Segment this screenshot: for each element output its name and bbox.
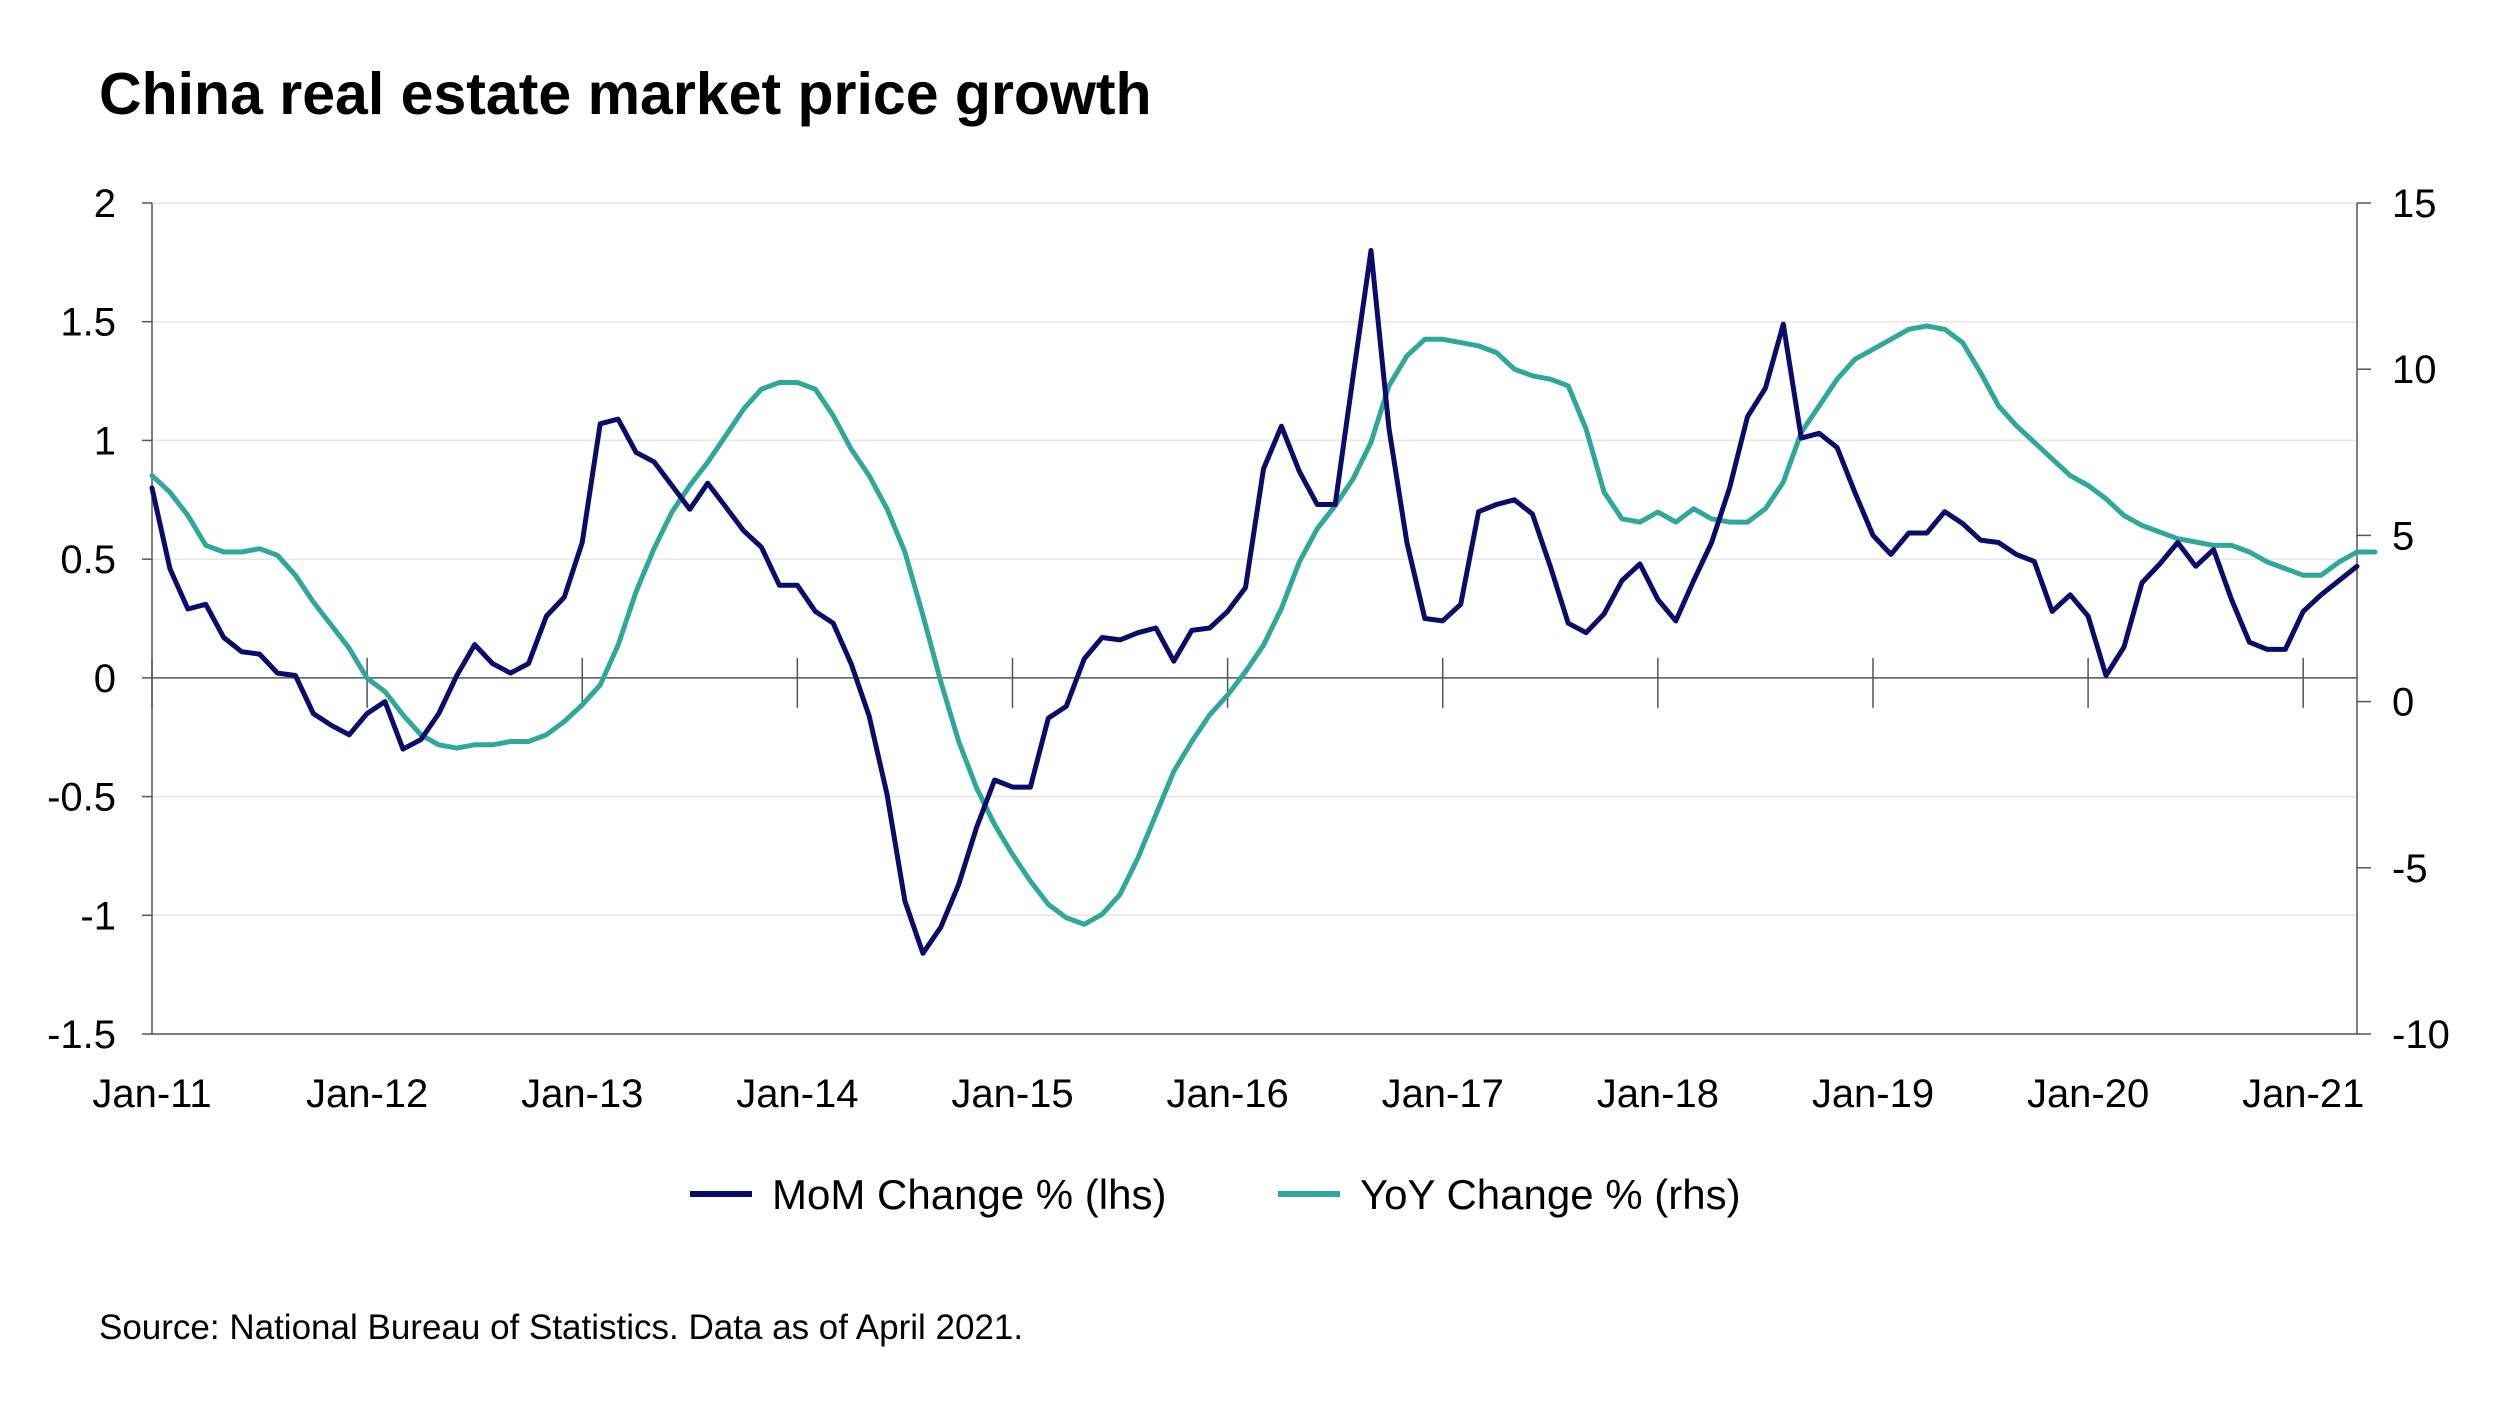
y-left-tick-label: 1.5 xyxy=(60,301,116,345)
legend-label: MoM Change % (lhs) xyxy=(772,1171,1166,1218)
y-right-tick-label: 0 xyxy=(2392,681,2414,725)
yoy-series-line xyxy=(149,323,2378,927)
gridlines xyxy=(152,202,2357,1035)
y-left-tick-label: 0 xyxy=(94,657,116,701)
x-tick-label: Jan-21 xyxy=(2242,1072,2364,1116)
x-tick-label: Jan-17 xyxy=(1382,1072,1504,1116)
y-right-tick-label: 5 xyxy=(2392,514,2414,558)
axes: 2 1.5 1 0.5 0 -0.5 -1 -1.5 15 10 5 0 -5 -10 Jan-11 Jan-… xyxy=(47,182,2450,1116)
y-left-tick-label: 2 xyxy=(94,182,116,226)
chart-title: China real estate market price growth xyxy=(99,61,1152,127)
x-tick-label: Jan-11 xyxy=(92,1072,211,1116)
y-left-tick-label: 1 xyxy=(94,419,116,463)
mom-series-line xyxy=(149,248,2360,956)
x-tick-label: Jan-15 xyxy=(951,1072,1073,1116)
y-left-tick-label: -1 xyxy=(80,894,116,938)
source-note: Source: National Bureau of Statistics. D… xyxy=(99,1308,1024,1347)
legend: MoM Change % (lhs) YoY Change % (rhs) xyxy=(690,1171,1741,1218)
x-tick-label: Jan-18 xyxy=(1597,1072,1719,1116)
x-tick-label: Jan-19 xyxy=(1812,1072,1934,1116)
x-tick-label: Jan-12 xyxy=(306,1072,428,1116)
y-right-tick-label: 15 xyxy=(2392,182,2437,226)
x-tick-label: Jan-16 xyxy=(1166,1072,1288,1116)
y-left-tick-label: -1.5 xyxy=(47,1013,116,1057)
y-right-tick-label: -5 xyxy=(2392,847,2428,891)
legend-item-mom: MoM Change % (lhs) xyxy=(690,1171,1166,1218)
y-left-tick-label: -0.5 xyxy=(47,776,116,820)
series-lines xyxy=(149,248,2378,956)
y-right-tick-label: -10 xyxy=(2392,1013,2450,1057)
legend-label: YoY Change % (rhs) xyxy=(1360,1171,1741,1218)
legend-item-yoy: YoY Change % (rhs) xyxy=(1278,1171,1741,1218)
y-right-tick-label: 10 xyxy=(2392,348,2437,392)
x-tick-label: Jan-20 xyxy=(2027,1072,2149,1116)
x-tick-label: Jan-13 xyxy=(521,1072,643,1116)
y-left-tick-label: 0.5 xyxy=(60,538,116,582)
x-tick-label: Jan-14 xyxy=(736,1072,858,1116)
